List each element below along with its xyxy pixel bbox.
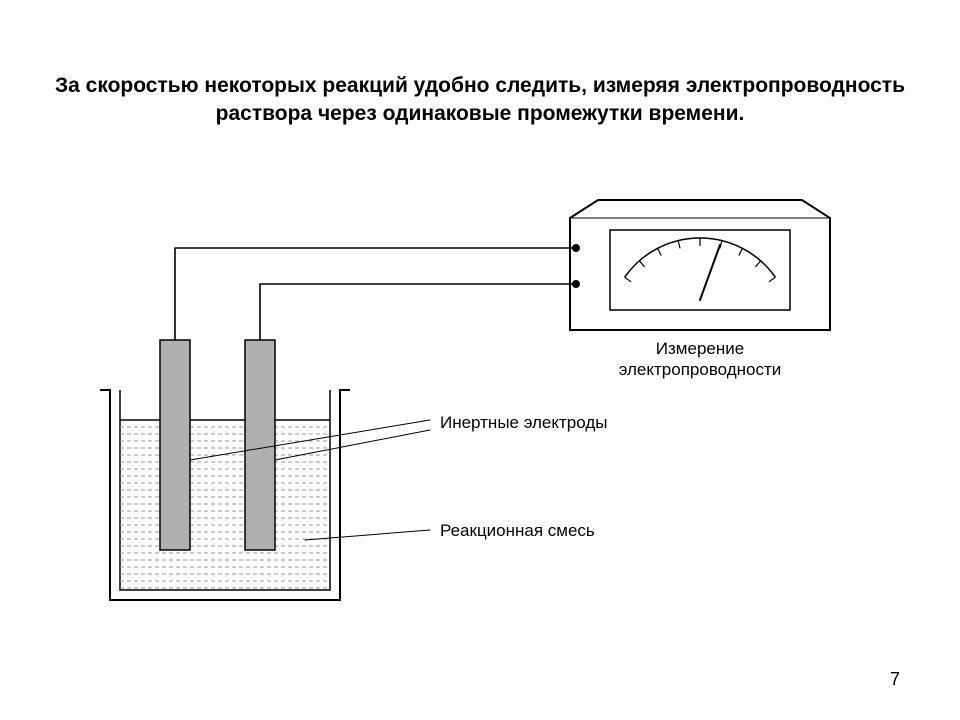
page-number: 7 — [890, 669, 900, 690]
meter-label: Измерение электропроводности — [590, 338, 810, 381]
slide-title: За скоростью некоторых реакций удобно сл… — [40, 72, 920, 129]
slide: За скоростью некоторых реакций удобно сл… — [0, 0, 960, 720]
electrodes-label: Инертные электроды — [440, 412, 607, 433]
diagram-container: Измерение электропроводности Инертные эл… — [80, 190, 880, 640]
mixture-label: Реакционная смесь — [440, 520, 595, 541]
